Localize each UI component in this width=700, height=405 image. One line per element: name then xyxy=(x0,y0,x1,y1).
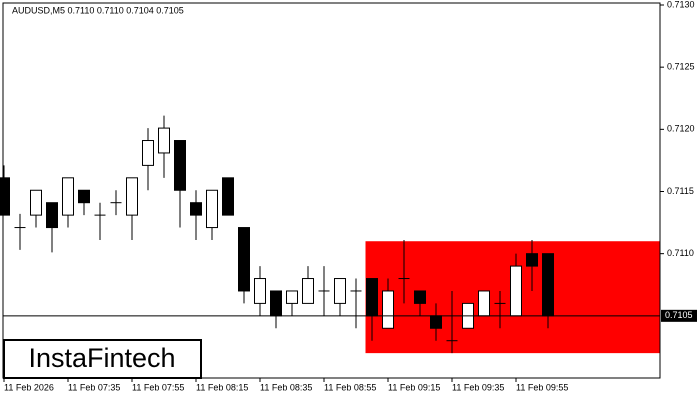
plot-frame xyxy=(2,2,661,379)
candle-body xyxy=(334,278,346,304)
last-price-label: 0.7105 xyxy=(665,310,693,320)
x-tick-label: 11 Feb 08:55 xyxy=(324,382,376,392)
x-tick-label: 11 Feb 09:35 xyxy=(452,382,504,392)
candle-body xyxy=(270,290,282,317)
chart-title: AUDUSD,M5 0.7110 0.7110 0.7104 0.7105 xyxy=(12,5,184,15)
y-tick-label: 0.7120 xyxy=(667,124,695,134)
logo-box xyxy=(3,339,202,379)
candle-body xyxy=(222,177,234,216)
candle-body xyxy=(382,290,394,329)
last-price-box xyxy=(661,309,697,322)
candle-body xyxy=(126,177,138,216)
x-tick-label: 11 Feb 08:15 xyxy=(196,382,248,392)
candle-body xyxy=(78,189,90,204)
candle-body xyxy=(30,189,42,216)
candle-body xyxy=(286,290,298,304)
x-tick-label: 11 Feb 09:55 xyxy=(516,382,568,392)
candle-body xyxy=(254,278,266,304)
candle-body xyxy=(206,189,218,229)
x-tick-label: 11 Feb 07:55 xyxy=(132,382,184,392)
y-tick-label: 0.7110 xyxy=(667,248,694,258)
candle-body xyxy=(174,140,186,191)
candle-body xyxy=(430,315,442,329)
candle-layer xyxy=(0,115,554,354)
candle-body xyxy=(302,278,314,304)
candle-body xyxy=(46,202,58,229)
x-tick-label: 11 Feb 2026 xyxy=(4,382,54,392)
candle-body xyxy=(158,127,170,154)
y-tick-label: 0.7130 xyxy=(667,0,695,9)
candle-body xyxy=(0,177,10,216)
candle-body xyxy=(542,253,554,317)
x-tick-label: 11 Feb 07:35 xyxy=(68,382,120,392)
logo: InstaFintech xyxy=(28,343,175,373)
candle-body xyxy=(62,177,74,216)
x-tick-label: 11 Feb 08:35 xyxy=(260,382,312,392)
y-tick-label: 0.7125 xyxy=(667,62,695,72)
y-tick-label: 0.7115 xyxy=(667,186,694,196)
candle-body xyxy=(238,227,250,292)
candle-body xyxy=(366,278,378,317)
candle-body xyxy=(414,290,426,304)
x-tick-label: 11 Feb 09:15 xyxy=(388,382,440,392)
candle-body xyxy=(526,253,538,267)
candle-body xyxy=(478,290,490,317)
candle-body xyxy=(142,140,154,166)
candle-body xyxy=(190,202,202,216)
candle-body xyxy=(510,265,522,317)
